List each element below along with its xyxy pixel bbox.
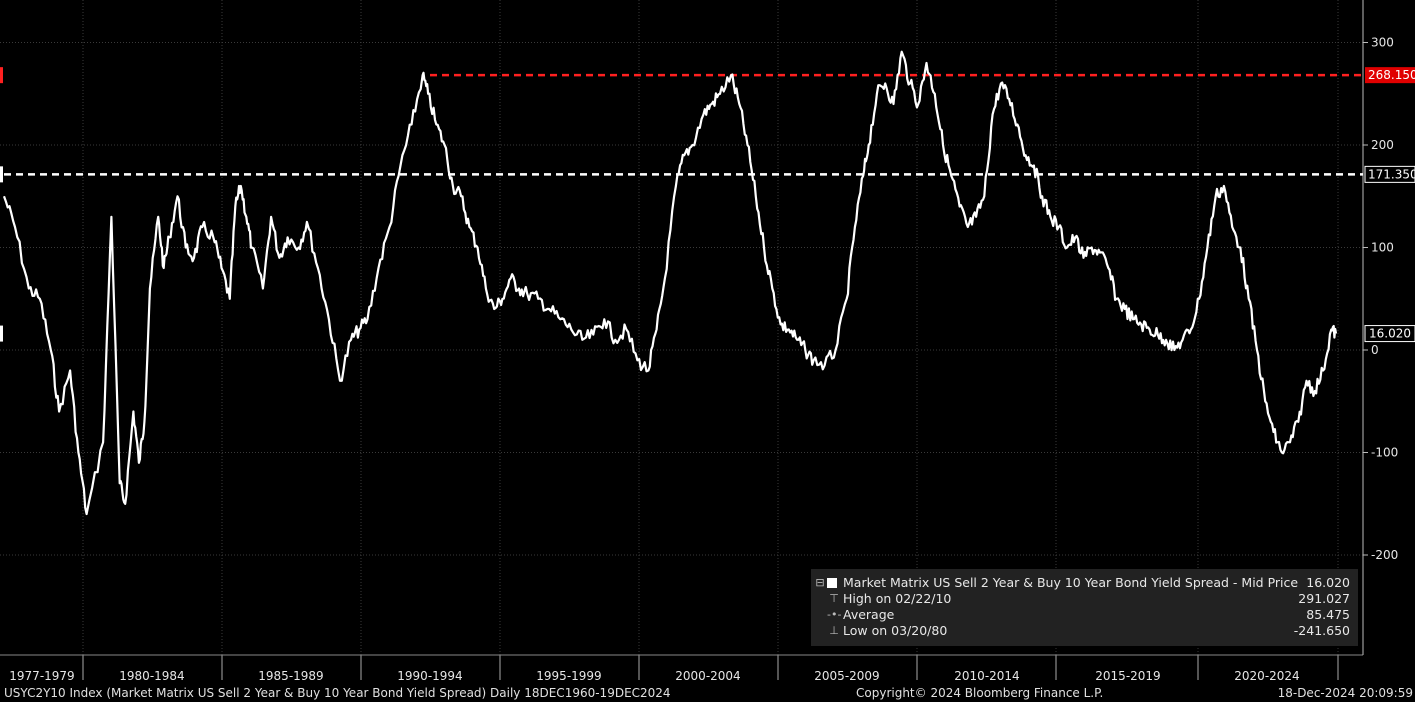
- footer-timestamp: 18-Dec-2024 20:09:59: [1277, 686, 1413, 700]
- legend-series-value: 16.020: [1306, 575, 1350, 590]
- x-tick-label: 1990-1994: [397, 669, 462, 683]
- x-tick-label: 1980-1984: [119, 669, 184, 683]
- reference-value-tag: [1364, 165, 1415, 183]
- collapse-icon[interactable]: ⊟: [815, 576, 825, 589]
- reference-value-tag: [1365, 67, 1415, 84]
- grid: [0, 0, 1363, 655]
- x-tick-label: 2020-2024: [1234, 669, 1299, 683]
- left-edge-marker: [0, 67, 3, 84]
- legend-row-average: -•- Average 85.475: [811, 607, 1358, 623]
- legend-row-low: ⊥ Low on 03/20/80 -241.650: [811, 623, 1358, 639]
- footer-copyright: Copyright© 2024 Bloomberg Finance L.P.: [856, 686, 1104, 700]
- low-marker-icon: ⊥: [829, 624, 839, 637]
- x-axis: 1977-1979 1980-1984 1985-1989 1990-1994 1995…: [0, 654, 1363, 683]
- left-edge-marker: [0, 166, 3, 183]
- x-tick-label: 1995-1999: [536, 669, 601, 683]
- y-tick-label: 100: [1371, 241, 1394, 255]
- value-tags: 268.150 171.350 16.020: [0, 67, 1415, 343]
- footer-ticker: USYC2Y10 Index (Market Matrix US Sell 2 …: [4, 686, 671, 700]
- y-tick-label: -200: [1371, 548, 1398, 562]
- legend-low-label: Low on 03/20/80: [843, 623, 948, 638]
- x-tick-label: 2005-2009: [814, 669, 879, 683]
- y-tick-label: 200: [1371, 138, 1394, 152]
- legend-series-label: Market Matrix US Sell 2 Year & Buy 10 Ye…: [843, 575, 1299, 590]
- series-color-swatch: [827, 578, 837, 588]
- average-marker-icon: -•-: [827, 608, 842, 621]
- y-tick-label: 300: [1371, 36, 1394, 50]
- legend-row-high: ⊤ High on 02/22/10 291.027: [811, 591, 1358, 607]
- y-axis: 300 200 100 0 -100 -200: [1362, 0, 1398, 655]
- reference-value-label: 268.150: [1368, 68, 1415, 82]
- left-edge-marker: [0, 325, 3, 342]
- legend-average-value: 85.475: [1306, 607, 1350, 622]
- legend-box: ⊟ Market Matrix US Sell 2 Year & Buy 10 …: [811, 569, 1358, 646]
- last-value-label: 16.020: [1369, 327, 1411, 341]
- legend-row-series: ⊟ Market Matrix US Sell 2 Year & Buy 10 …: [811, 575, 1358, 591]
- y-tick-label: -100: [1371, 446, 1398, 460]
- legend-high-label: High on 02/22/10: [843, 591, 952, 606]
- x-tick-label: 2000-2004: [675, 669, 740, 683]
- series-line: [2, 50, 1338, 516]
- legend-low-value: -241.650: [1293, 623, 1350, 638]
- x-tick-label: 2015-2019: [1095, 669, 1160, 683]
- x-tick-label: 1985-1989: [258, 669, 323, 683]
- last-value-tag: [1364, 325, 1415, 343]
- reference-value-label: 171.350: [1368, 167, 1415, 181]
- legend-high-value: 291.027: [1298, 591, 1350, 606]
- x-tick-label: 1977-1979: [9, 669, 74, 683]
- high-marker-icon: ⊤: [829, 592, 839, 605]
- legend-average-label: Average: [843, 607, 895, 622]
- reference-lines: [4, 73, 1363, 176]
- x-tick-label: 2010-2014: [954, 669, 1019, 683]
- y-tick-label: 0: [1371, 343, 1379, 357]
